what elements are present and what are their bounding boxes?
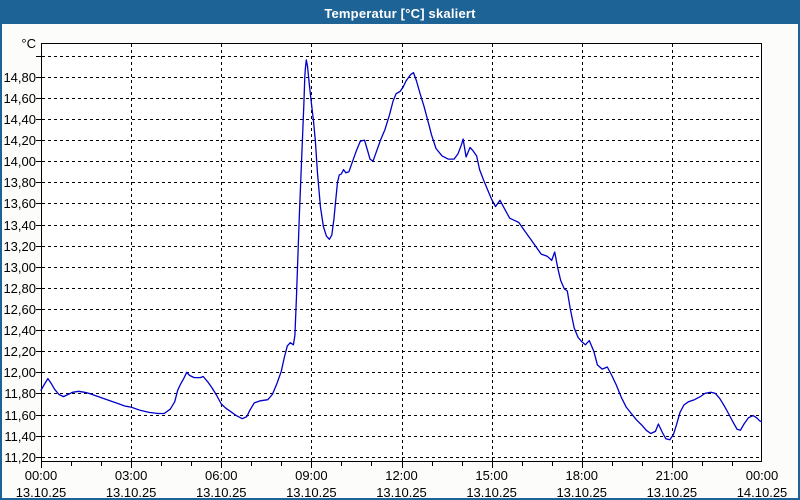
x-axis-date-label: 13.10.25 (286, 485, 337, 500)
x-axis-time-label: 12:00 (385, 468, 418, 483)
y-axis-tick-label: 12,40 (3, 323, 36, 339)
y-axis-tick-label: 12,20 (3, 344, 36, 360)
y-axis-tick-label: 13,80 (3, 175, 36, 191)
plot-border (41, 43, 762, 462)
x-axis-date-label: 13.10.25 (466, 485, 517, 500)
x-axis-date-label: 13.10.25 (195, 485, 247, 500)
y-axis-tick-label: 14,00 (3, 154, 36, 170)
y-axis-tick-label: 11,40 (4, 428, 36, 444)
x-axis-date-label: 13.10.25 (105, 485, 157, 500)
x-axis-time-label: 00:00 (24, 468, 58, 483)
y-axis-tick-label: 14,60 (3, 90, 36, 106)
x-axis-time-label: 00:00 (745, 468, 779, 483)
x-axis-time-label: 06:00 (204, 468, 238, 483)
title-bar[interactable]: Temperatur [°C] skaliert (2, 2, 798, 24)
y-axis-tick-label: 12,60 (3, 301, 36, 317)
y-axis-tick-label: 13,00 (3, 259, 36, 275)
y-axis-tick-label: 14,40 (3, 111, 36, 127)
x-axis-date-label: 13.10.25 (556, 485, 608, 500)
x-axis-date-label: 14.10.25 (736, 485, 788, 500)
x-axis-time-label: 03:00 (114, 468, 148, 483)
window-title: Temperatur [°C] skaliert (324, 5, 476, 21)
y-axis-tick-label: 12,00 (3, 365, 36, 381)
y-axis-tick-label: 13,60 (3, 196, 36, 212)
y-axis-tick-label: 13,40 (3, 217, 36, 233)
y-axis-tick-label: 11,20 (4, 449, 36, 465)
temperature-plot[interactable] (35, 43, 762, 469)
y-axis-tick-label: 12,80 (3, 280, 36, 296)
x-axis-date-label: 13.10.25 (646, 485, 698, 500)
x-axis-date-label: 13.10.25 (15, 485, 67, 500)
x-axis-date-label: 13.10.25 (376, 485, 427, 500)
y-axis-tick-label: 13,20 (3, 238, 36, 254)
y-axis-tick-label: 14,20 (3, 133, 36, 149)
y-axis-tick-label: 11,60 (4, 407, 36, 423)
y-axis-unit-label: °C (21, 36, 36, 51)
temperature-line (40, 59, 762, 441)
x-axis-time-label: 09:00 (295, 468, 328, 483)
x-axis-time-label: 21:00 (655, 468, 689, 483)
x-axis-time-label: 15:00 (475, 468, 508, 483)
y-axis-tick-label: 14,80 (3, 69, 36, 85)
y-axis-tick-label: 11,80 (4, 386, 36, 402)
chart-canvas: °C 14,80 14,60 14,40 14,20 14,00 13,80 13,60 13… (2, 24, 798, 498)
x-axis-time-label: 18:00 (565, 468, 599, 483)
